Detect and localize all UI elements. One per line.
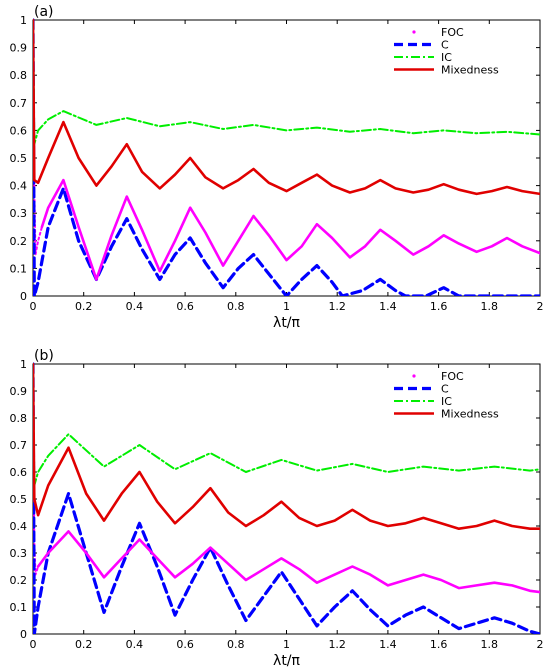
- legend-label-ic: IC: [441, 395, 452, 408]
- x-tick-label: 1.8: [481, 300, 499, 313]
- x-tick-label: 0.4: [126, 300, 144, 313]
- x-tick-label: 0.8: [227, 638, 245, 651]
- series-c-line: [33, 18, 540, 296]
- x-tick-label: 1.4: [379, 300, 397, 313]
- x-tick-label: 1: [283, 300, 290, 313]
- legend-swatch-foc: [412, 30, 416, 34]
- x-tick-label: 0.2: [75, 638, 93, 651]
- y-tick-label: 0.7: [10, 97, 28, 110]
- legend-label-foc: FOC: [441, 370, 464, 383]
- legend-label-mixedness: Mixedness: [441, 64, 499, 77]
- series-mixedness-line: [33, 362, 540, 531]
- x-tick-label: 0.6: [176, 300, 194, 313]
- y-tick-label: 0.6: [10, 466, 28, 479]
- series-ic-line: [33, 363, 540, 487]
- series-foc-curve-line: [40, 178, 540, 281]
- series-ic-line: [33, 19, 540, 146]
- y-tick-label: 0.5: [10, 152, 28, 165]
- x-tick-label: 1.8: [481, 638, 499, 651]
- x-tick-label: 0.8: [227, 300, 245, 313]
- y-tick-label: 0.8: [10, 69, 28, 82]
- legend-swatch-foc: [412, 374, 416, 378]
- y-tick-label: 0.6: [10, 124, 28, 137]
- x-tick-label: 0: [30, 638, 37, 651]
- y-tick-label: 0.5: [10, 493, 28, 506]
- y-tick-label: 0.2: [10, 574, 28, 587]
- x-tick-label: 1.2: [328, 300, 346, 313]
- x-tick-label: 0: [30, 300, 37, 313]
- x-tick-label: 1.6: [430, 638, 448, 651]
- x-tick-label: 0.2: [75, 300, 93, 313]
- series-group: [33, 18, 540, 296]
- plot-frame: [32, 363, 541, 635]
- series-group: [33, 362, 540, 634]
- x-tick-label: 1: [283, 638, 290, 651]
- y-tick-label: 0.1: [10, 601, 28, 614]
- y-tick-label: 0: [20, 290, 27, 303]
- y-tick-label: 0.9: [10, 42, 28, 55]
- chart-panel-a: 0 0.1 0.2 0.3 0.4 0.5 0.6 0.7 0.8 0.9 1 0 0.2 0.4 0.6 0…: [10, 4, 544, 331]
- x-tick-label: 2: [537, 300, 544, 313]
- legend-label-c: C: [441, 39, 449, 52]
- series-c-line: [33, 362, 540, 634]
- legend-label-mixedness: Mixedness: [441, 408, 499, 421]
- x-axis-label: λt/π: [273, 315, 300, 331]
- y-tick-label: 0: [20, 628, 27, 641]
- y-tick-label: 1: [20, 358, 27, 371]
- x-axis-label: λt/π: [273, 653, 300, 669]
- x-tick-label: 1.4: [379, 638, 397, 651]
- chart-panel-b: 0 0.1 0.2 0.3 0.4 0.5 0.6 0.7 0.8 0.9 1 0 0.2 0.4 0.6 0…: [10, 348, 544, 669]
- y-tick-label: 0.2: [10, 235, 28, 248]
- y-tick-label: 0.4: [10, 520, 28, 533]
- series-foc-curve-line: [36, 530, 540, 594]
- x-tick-label: 1.6: [430, 300, 448, 313]
- panel-label: (b): [34, 348, 54, 364]
- panel-label: (a): [34, 4, 54, 20]
- legend-label-foc: FOC: [441, 26, 464, 39]
- y-tick-label: 0.3: [10, 547, 28, 560]
- y-tick-label: 0.9: [10, 385, 28, 398]
- series-mixedness-line: [33, 18, 540, 196]
- y-tick-label: 0.3: [10, 207, 28, 220]
- y-tick-label: 0.8: [10, 412, 28, 425]
- x-tick-label: 1.2: [328, 638, 346, 651]
- legend-label-ic: IC: [441, 51, 452, 64]
- legend-label-c: C: [441, 383, 449, 396]
- y-tick-label: 0.1: [10, 262, 28, 275]
- y-tick-label: 1: [20, 14, 27, 27]
- y-tick-label: 0.4: [10, 180, 28, 193]
- x-tick-label: 0.6: [176, 638, 194, 651]
- x-tick-label: 2: [537, 638, 544, 651]
- x-tick-label: 0.4: [126, 638, 144, 651]
- y-tick-label: 0.7: [10, 439, 28, 452]
